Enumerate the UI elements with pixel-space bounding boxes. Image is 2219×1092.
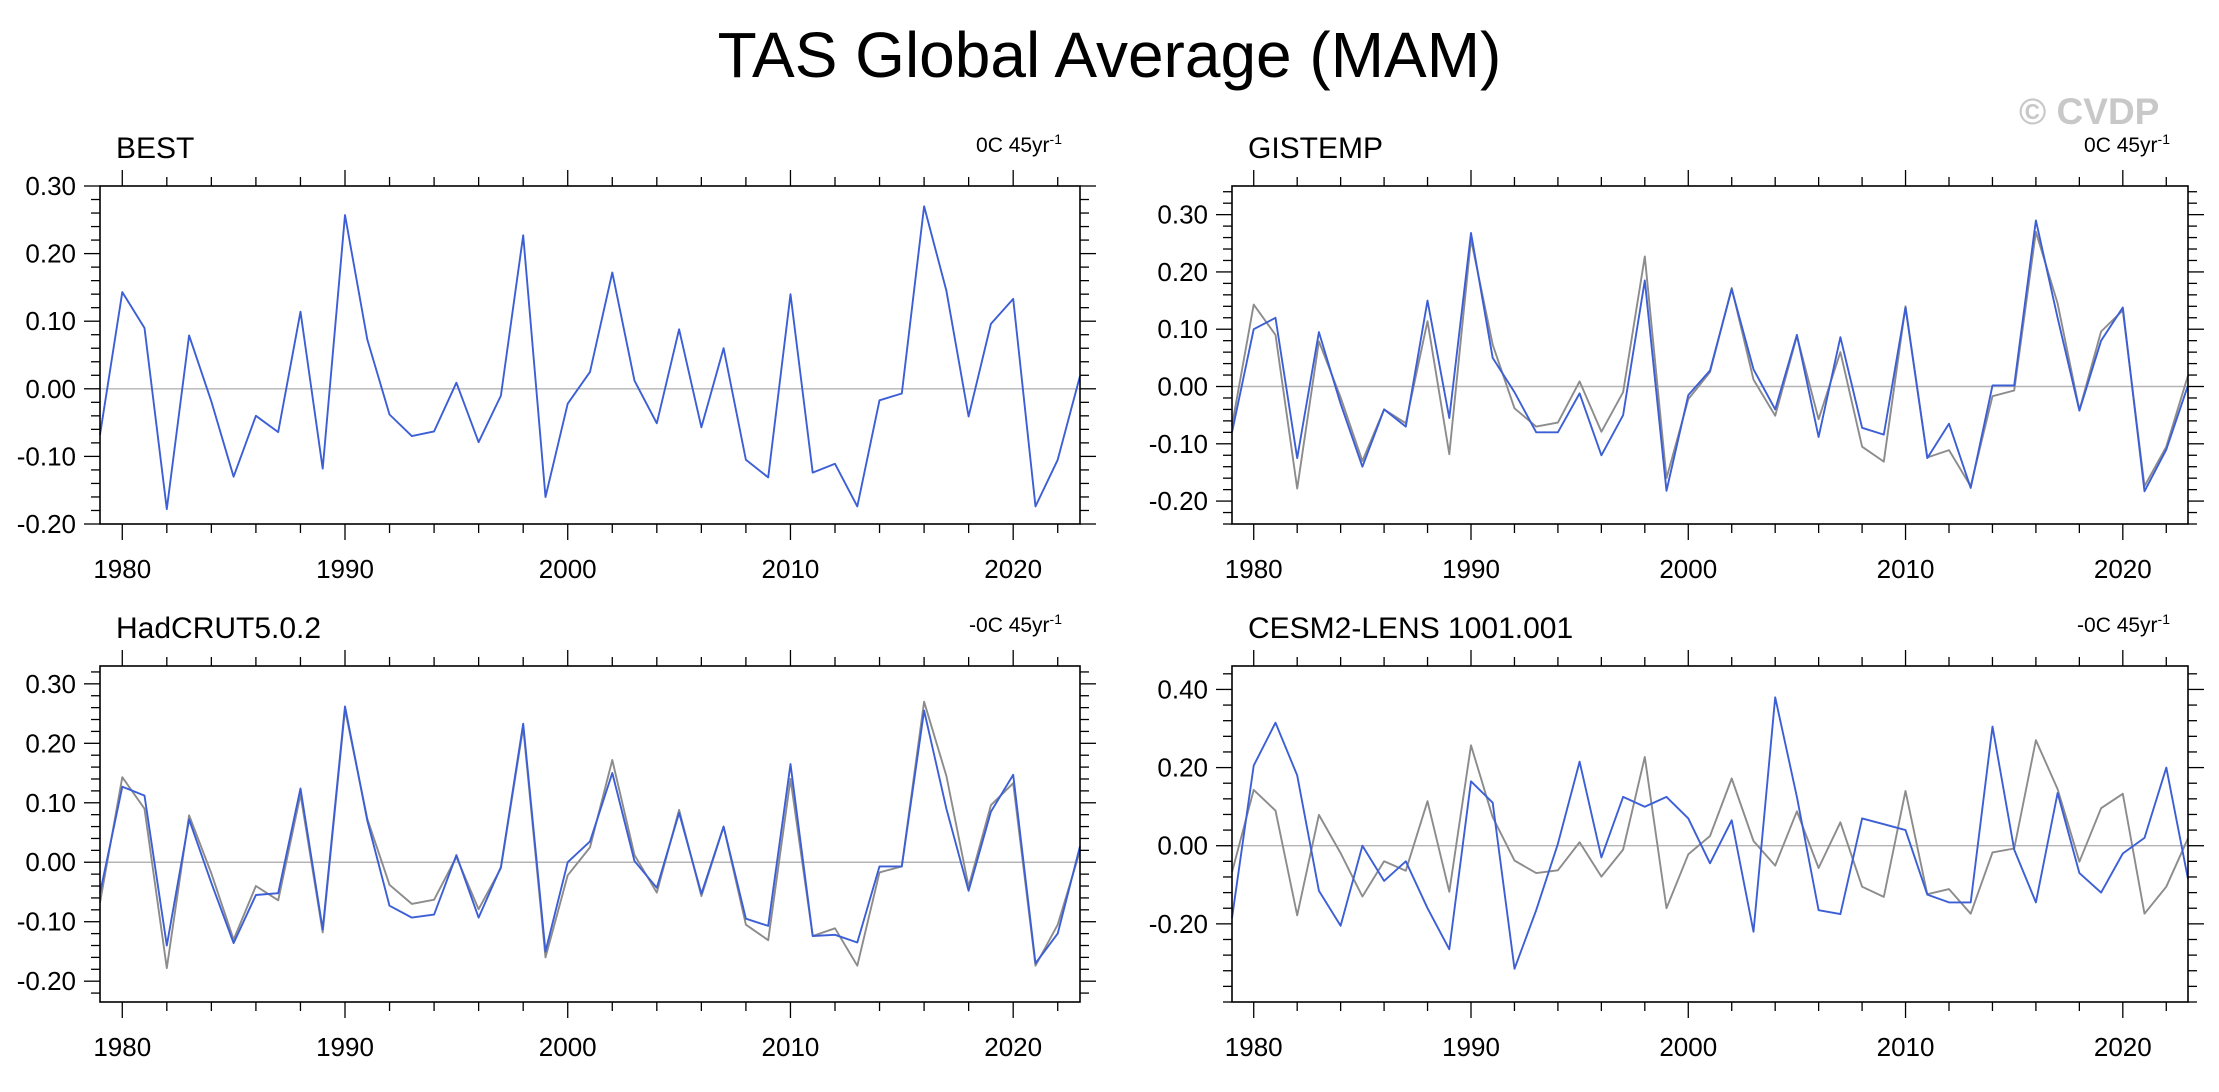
x-tick-label: 2010: [762, 554, 820, 584]
x-tick-label: 1990: [316, 554, 374, 584]
y-tick-label: 0.30: [1157, 200, 1208, 230]
x-tick-label: 2010: [1877, 554, 1935, 584]
plot-frame: [1231, 665, 2189, 1003]
y-tick-label: 0.30: [25, 669, 76, 699]
panel-title: GISTEMP: [1248, 132, 1383, 165]
x-tick-label: 2000: [1659, 554, 1717, 584]
plot-frame: [99, 185, 1081, 525]
y-tick-label: -0.20: [17, 509, 76, 539]
y-tick-label: 0.00: [1157, 372, 1208, 402]
trend-exponent: -1: [1050, 611, 1063, 627]
figure-title: TAS Global Average (MAM): [717, 19, 1502, 91]
y-tick-label: 0.40: [1157, 674, 1208, 704]
x-tick-label: 1980: [93, 554, 151, 584]
x-tick-label: 2010: [762, 1032, 820, 1062]
plot-frame: [1231, 185, 2189, 525]
plot-frame: [99, 665, 1081, 1003]
series-line-model: [1231, 219, 2189, 493]
x-tick-label: 2000: [539, 554, 597, 584]
x-tick-label: 2020: [2094, 1032, 2152, 1062]
y-tick-label: 0.30: [25, 171, 76, 201]
series-line-obs: [1231, 739, 2189, 917]
y-tick-label: 0.20: [25, 239, 76, 269]
y-tick-label: 0.10: [25, 788, 76, 818]
panel-title: BEST: [116, 132, 194, 165]
x-tick-label: 2000: [539, 1032, 597, 1062]
y-tick-label: 0.20: [25, 728, 76, 758]
y-tick-label: -0.10: [17, 441, 76, 471]
trend-exponent: -1: [1050, 131, 1063, 147]
y-tick-label: -0.10: [1149, 429, 1208, 459]
x-tick-label: 2000: [1659, 1032, 1717, 1062]
series-line-model: [99, 705, 1081, 965]
trend-label: -0C 45yr-1: [2077, 611, 2170, 637]
x-tick-label: 2020: [984, 554, 1042, 584]
series-line-model: [99, 205, 1081, 511]
y-tick-label: 0.20: [1157, 257, 1208, 287]
x-tick-label: 2010: [1877, 1032, 1935, 1062]
x-tick-label: 1980: [1225, 1032, 1283, 1062]
y-tick-label: 0.10: [25, 306, 76, 336]
y-tick-label: -0.10: [17, 907, 76, 937]
watermark: © CVDP: [2019, 91, 2160, 132]
x-tick-label: 1990: [316, 1032, 374, 1062]
trend-exponent: -1: [2158, 131, 2171, 147]
y-tick-label: 0.00: [1157, 831, 1208, 861]
x-tick-label: 2020: [2094, 554, 2152, 584]
y-tick-label: 0.00: [25, 847, 76, 877]
y-tick-label: -0.20: [17, 966, 76, 996]
trend-label: -0C 45yr-1: [969, 611, 1062, 637]
trend-label: 0C 45yr-1: [2084, 131, 2170, 157]
trend-label: 0C 45yr-1: [976, 131, 1062, 157]
panel-title: CESM2-LENS 1001.001: [1248, 612, 1573, 645]
x-tick-label: 1980: [1225, 554, 1283, 584]
x-tick-label: 2020: [984, 1032, 1042, 1062]
x-tick-label: 1990: [1442, 1032, 1500, 1062]
series-line-model: [1231, 696, 2189, 970]
y-tick-label: 0.10: [1157, 314, 1208, 344]
y-tick-label: -0.20: [1149, 909, 1208, 939]
x-tick-label: 1990: [1442, 554, 1500, 584]
y-tick-label: -0.20: [1149, 486, 1208, 516]
panel-title: HadCRUT5.0.2: [116, 612, 321, 645]
trend-exponent: -1: [2158, 611, 2171, 627]
x-tick-label: 1980: [93, 1032, 151, 1062]
y-tick-label: 0.20: [1157, 753, 1208, 783]
y-tick-label: 0.00: [25, 374, 76, 404]
